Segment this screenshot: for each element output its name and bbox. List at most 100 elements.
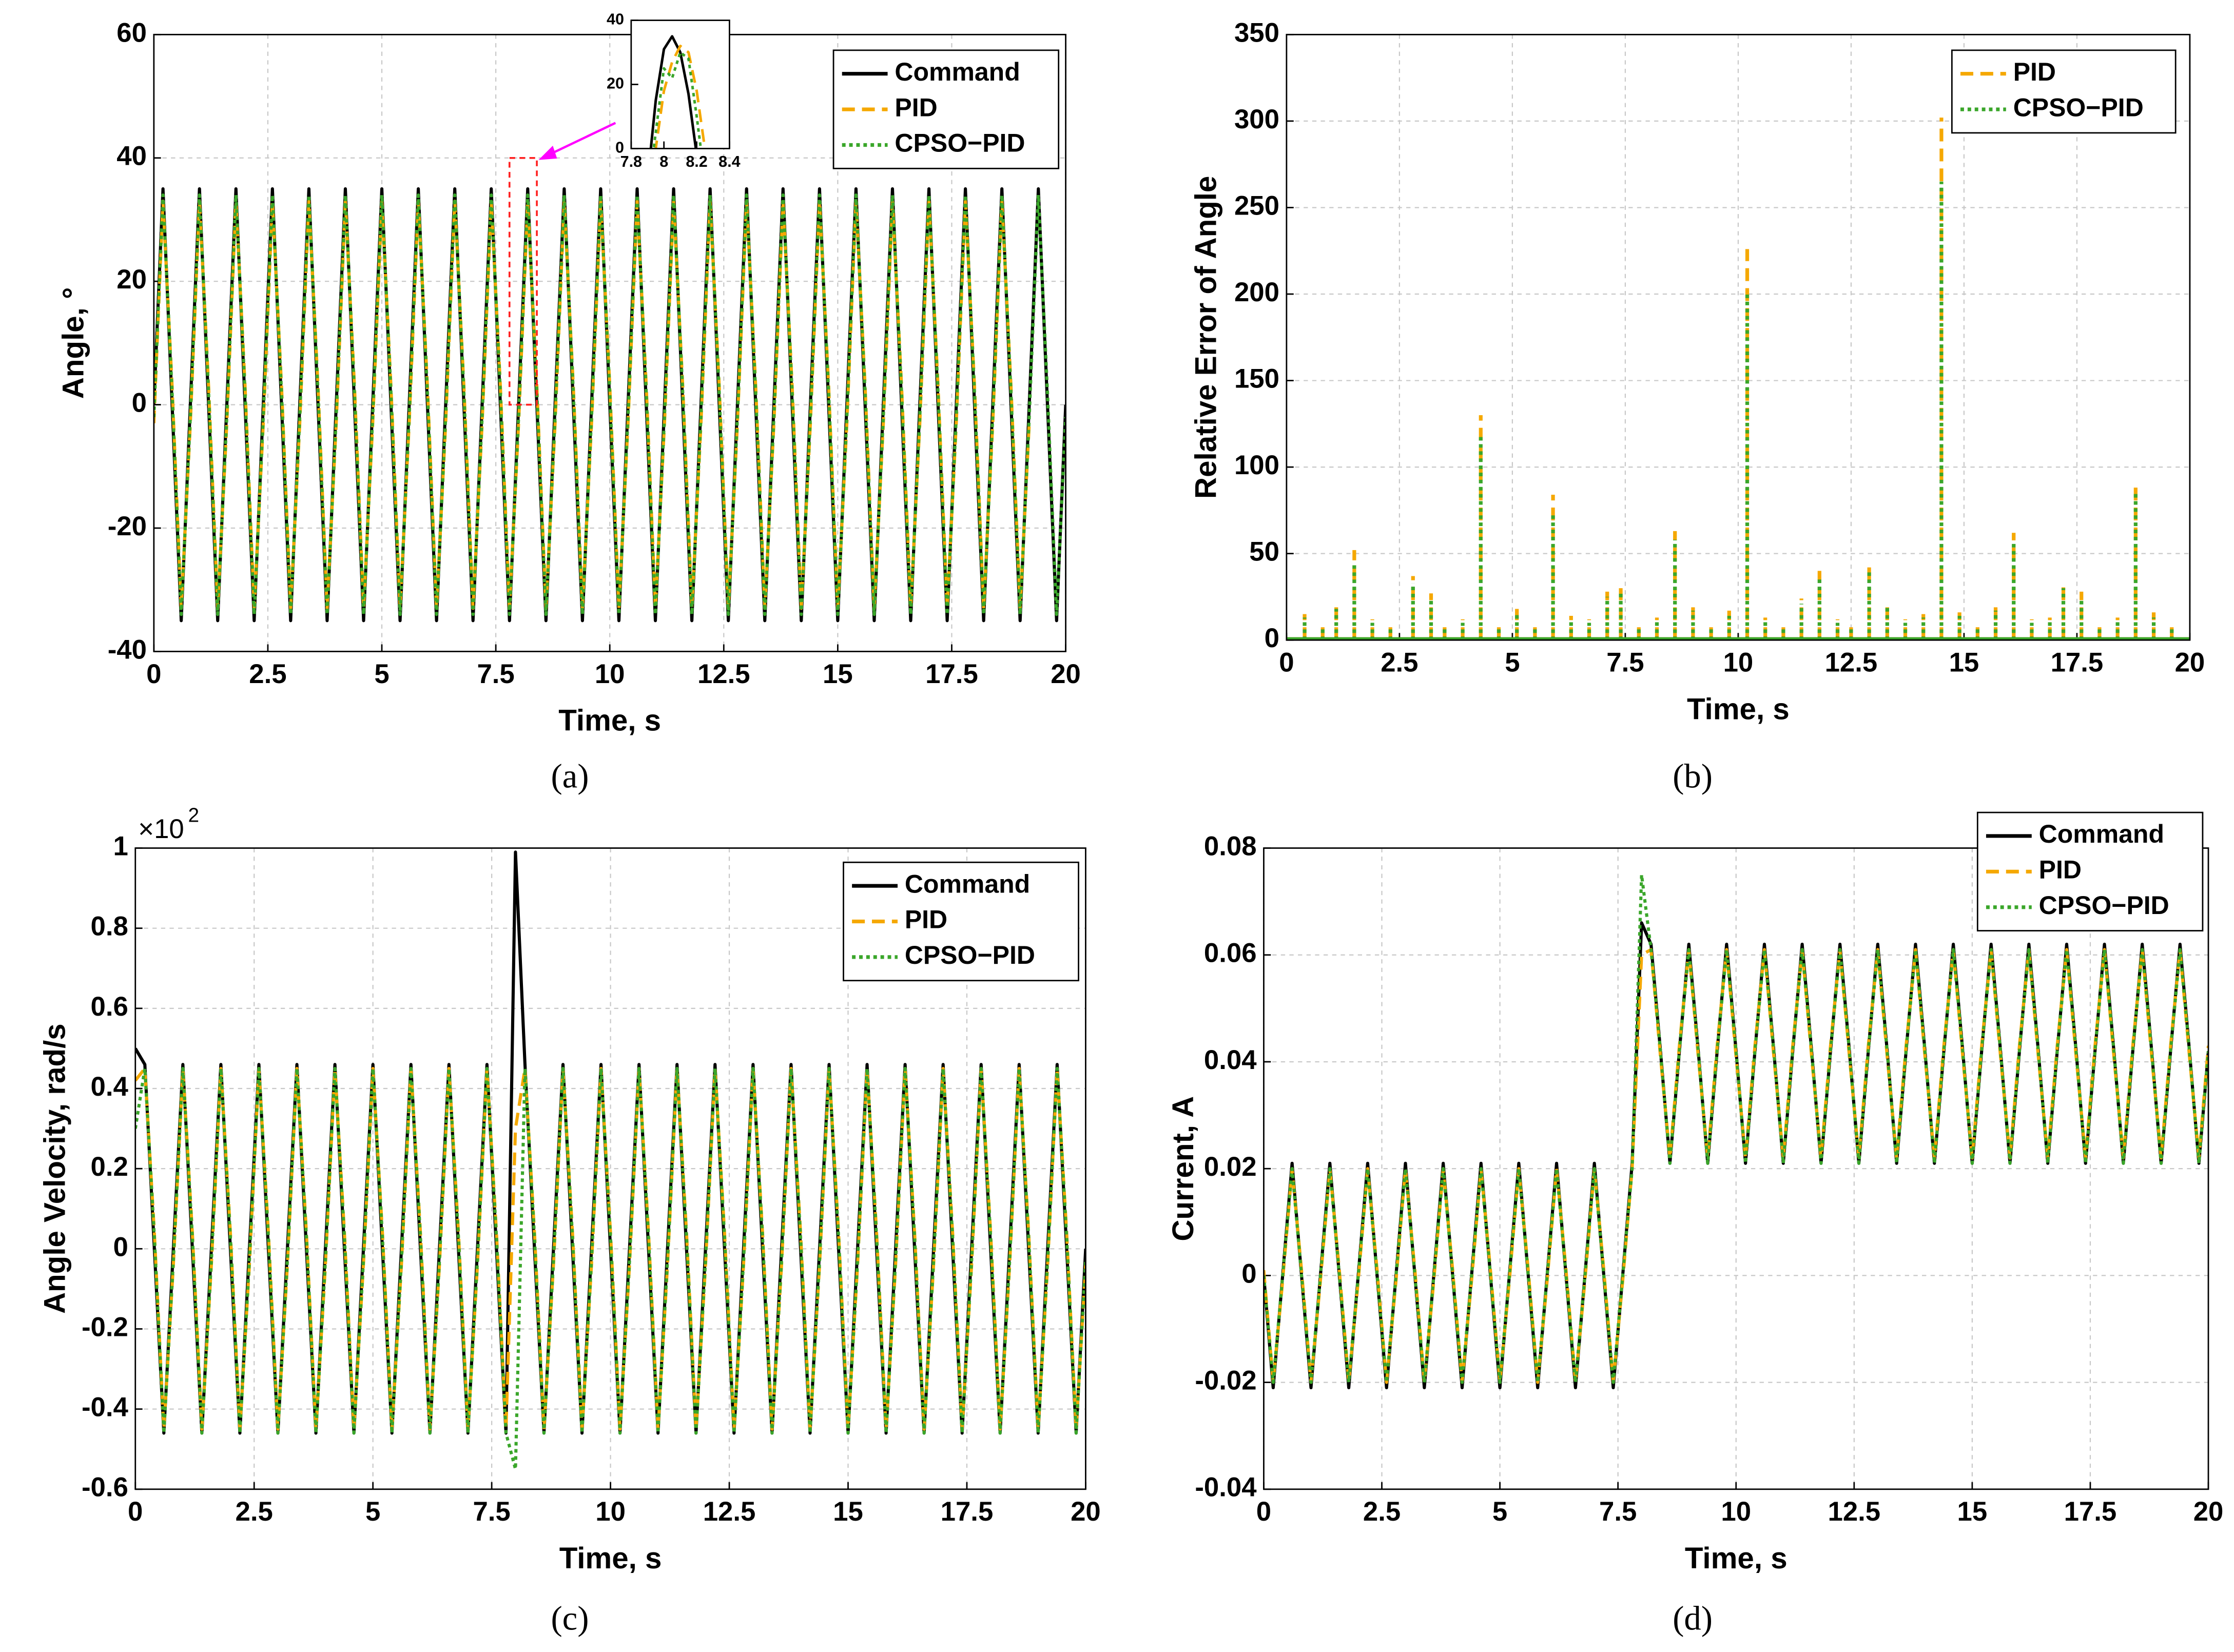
x-tick-label: 2.5 (1363, 1496, 1401, 1527)
y-axis-label: Angle Velocity, rad/s (38, 1023, 71, 1314)
x-tick-label: 5 (1505, 648, 1520, 678)
y-tick-label: 40 (607, 11, 624, 28)
x-axis-label: Time, s (1687, 692, 1790, 726)
y-tick-label: -20 (108, 511, 147, 541)
y-tick-label: 0.04 (1204, 1045, 1257, 1075)
plot-series (1286, 118, 2190, 640)
x-tick-label: 15 (823, 659, 853, 689)
y-tick-label: 20 (116, 264, 147, 295)
x-tick-label: 0 (146, 659, 161, 689)
x-tick-label: 10 (595, 659, 625, 689)
y-tick-label: 350 (1234, 17, 1279, 48)
y-axis-label: Relative Error of Angle (1190, 176, 1223, 499)
y-tick-label: 0 (132, 388, 147, 418)
zoom-arrowhead (538, 145, 557, 160)
y-tick-label: -0.4 (82, 1392, 129, 1423)
legend-label: Command (2039, 820, 2164, 848)
y-tick-label: 0.06 (1204, 938, 1257, 968)
y-tick-label: 100 (1234, 450, 1279, 480)
y-tick-label: 0 (1241, 1258, 1256, 1289)
plot-series (153, 187, 1066, 623)
plot-series (135, 850, 1086, 1471)
y-tick-label: 20 (607, 75, 624, 92)
y-tick-label: -0.04 (1195, 1472, 1257, 1503)
zoom-box (508, 157, 538, 406)
plot-area (631, 20, 730, 149)
caption: (d) (1673, 1600, 1713, 1637)
x-tick-label: 5 (374, 659, 389, 689)
x-tick-label: 15 (833, 1496, 863, 1527)
x-tick-label: 2.5 (1381, 648, 1418, 678)
x-tick-label: 8.4 (718, 153, 740, 170)
caption: (b) (1673, 758, 1713, 795)
series-line (153, 199, 1031, 610)
x-tick-label: 12.5 (703, 1496, 756, 1527)
x-tick-label: 20 (1051, 659, 1081, 689)
x-axis-label: Time, s (559, 1542, 662, 1575)
legend-label: Command (905, 869, 1030, 898)
x-tick-label: 20 (2175, 648, 2205, 678)
x-tick-label: 15 (1949, 648, 1979, 678)
caption: (a) (551, 758, 589, 795)
y-tick-label: 0.2 (91, 1152, 128, 1182)
series-line (654, 45, 706, 149)
y-tick-label: 0.6 (91, 992, 128, 1022)
x-tick-label: 20 (1071, 1496, 1101, 1527)
legend-label: CPSO−PID (905, 941, 1035, 969)
plot-series (649, 35, 706, 149)
x-tick-label: 12.5 (1825, 648, 1878, 678)
y-tick-label: 0 (113, 1232, 128, 1262)
x-tick-label: 0 (1279, 648, 1294, 678)
axes-frame (1286, 33, 2191, 641)
y-tick-label: 0 (1265, 623, 1279, 653)
y-tick-label: -0.02 (1195, 1366, 1256, 1396)
x-tick-label: 0 (1256, 1496, 1271, 1527)
x-axis-label: Time, s (558, 704, 661, 737)
axes-frame (630, 20, 730, 149)
y-tick-label: 0.4 (91, 1072, 129, 1102)
y-tick-label: -0.6 (82, 1472, 128, 1503)
x-tick-label: 10 (1723, 648, 1754, 678)
axes-frame (1263, 847, 2209, 1490)
legend-label: CPSO−PID (895, 129, 1025, 158)
y-tick-label: -40 (108, 634, 147, 665)
y-tick-label: 60 (116, 17, 147, 48)
x-tick-label: 17.5 (925, 659, 978, 689)
x-tick-label: 17.5 (2051, 648, 2104, 678)
series-line (1264, 948, 2209, 1384)
y-tick-label: 150 (1234, 363, 1279, 394)
x-tick-label: 12.5 (1828, 1496, 1880, 1527)
x-tick-label: 8 (659, 153, 668, 170)
x-tick-label: 5 (1492, 1496, 1507, 1527)
zoom-arrow (549, 122, 616, 156)
y-tick-label: 200 (1234, 277, 1279, 307)
y-axis-label: Current, A (1167, 1096, 1200, 1241)
x-tick-label: 17.5 (2064, 1496, 2117, 1527)
x-tick-label: 15 (1957, 1496, 1988, 1527)
x-tick-label: 0 (128, 1496, 143, 1527)
y-axis-label: Angle, ° (57, 287, 90, 399)
x-axis-label: Time, s (1685, 1542, 1788, 1575)
x-tick-label: 5 (365, 1496, 380, 1527)
series-line (135, 1066, 1086, 1471)
legend-label: CPSO−PID (2039, 891, 2169, 920)
y-tick-label: 0 (615, 139, 624, 157)
x-tick-label: 2.5 (236, 1496, 273, 1527)
y-tick-label: 300 (1234, 104, 1279, 134)
y-tick-label: 0.8 (91, 911, 128, 942)
x-tick-label: 12.5 (697, 659, 750, 689)
legend-label: PID (2013, 57, 2056, 86)
x-tick-label: 7.5 (1606, 648, 1644, 678)
plot-series (1264, 873, 2209, 1390)
y-tick-label: 0.08 (1204, 831, 1257, 861)
legend-label: Command (895, 57, 1020, 86)
y-multiplier-exponent: 2 (188, 805, 199, 827)
x-tick-label: 17.5 (941, 1496, 994, 1527)
x-tick-label: 8.2 (686, 153, 707, 170)
y-tick-label: -0.2 (82, 1312, 128, 1342)
legend-box (1951, 49, 2177, 134)
x-tick-label: 20 (2193, 1496, 2224, 1527)
y-tick-label: 0.02 (1204, 1152, 1257, 1182)
